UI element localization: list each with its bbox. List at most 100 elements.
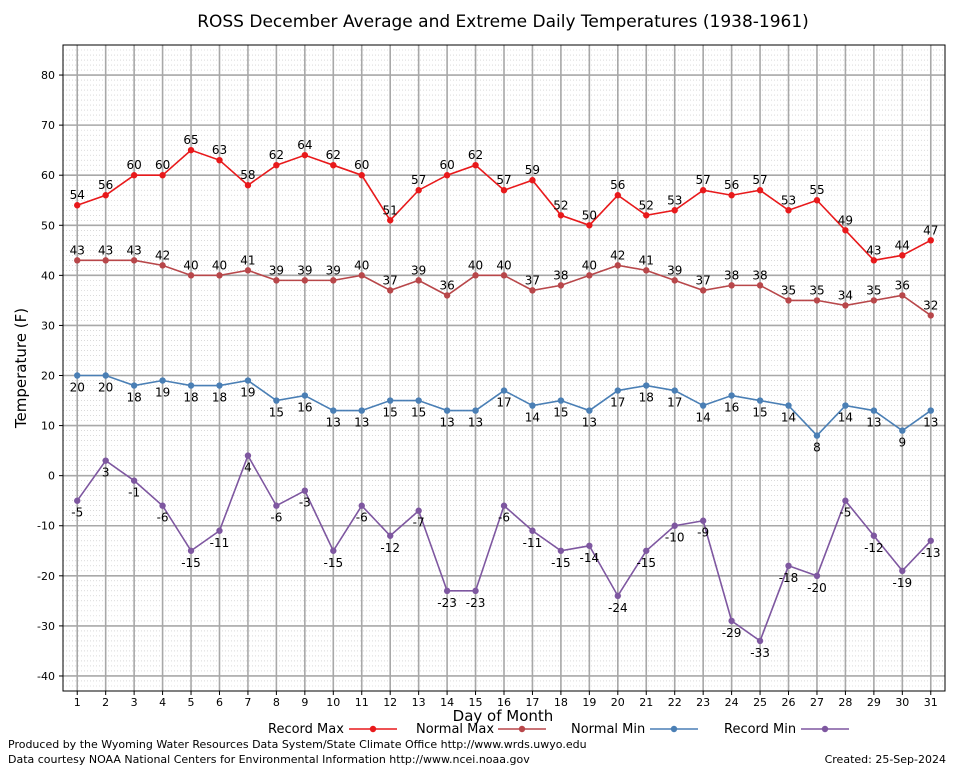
x-tick-label: 7: [244, 696, 251, 709]
data-label: -23: [437, 596, 457, 610]
data-label: -11: [523, 536, 543, 550]
data-label: 37: [383, 273, 398, 287]
legend-label: Record Min: [724, 722, 796, 737]
data-label: 53: [667, 193, 682, 207]
data-point: [785, 207, 792, 214]
y-tick-label: -10: [37, 520, 55, 533]
data-label: 38: [553, 268, 568, 282]
data-point: [102, 372, 109, 379]
data-label: 14: [838, 411, 853, 425]
y-tick-label: -30: [37, 620, 55, 633]
data-label: -12: [380, 541, 400, 555]
data-label: 56: [98, 178, 113, 192]
data-label: 40: [354, 258, 369, 272]
data-point: [728, 617, 735, 625]
data-point: [330, 277, 337, 284]
data-point: [415, 277, 422, 284]
legend: Record Max Normal Max Normal Min Record Min: [268, 722, 849, 737]
data-point: [557, 212, 565, 219]
data-point: [557, 397, 565, 404]
legend-item: Normal Min: [571, 722, 698, 737]
data-label: -6: [356, 511, 368, 525]
x-tick-label: 14: [440, 696, 454, 709]
data-label: 18: [183, 391, 198, 405]
data-point: [74, 257, 81, 264]
data-label: -13: [921, 546, 941, 560]
data-label: -9: [697, 526, 709, 540]
data-point: [842, 497, 849, 504]
grid: [63, 44, 945, 692]
x-tick-label: 13: [412, 696, 426, 709]
data-label: 54: [70, 188, 85, 202]
data-point: [358, 407, 365, 414]
data-point: [699, 187, 707, 194]
legend-swatch-marker: [821, 725, 829, 733]
data-label: 40: [582, 258, 597, 272]
data-label: 38: [752, 268, 767, 282]
data-label: 18: [639, 391, 654, 405]
data-label: 51: [383, 203, 398, 217]
x-tick-label: 12: [383, 696, 397, 709]
data-label: 59: [525, 163, 540, 177]
series-normal-max: 43 43 43 42 40 40 41 39 39 39 40 37 39 36 40 40 37 38 40 42…: [70, 243, 938, 319]
footer-data-source: Data courtesy NOAA National Centers for …: [8, 753, 530, 766]
data-label: 13: [866, 416, 881, 430]
x-tick-label: 4: [159, 696, 166, 709]
data-label: 39: [269, 263, 284, 277]
data-point: [330, 161, 337, 169]
series-layer: 54 56 60 60 65 63 58 62 64 62 60 51 57 60 62 57 59 52 50 56…: [70, 133, 941, 660]
legend-label: Record Max: [268, 722, 344, 737]
data-point: [756, 637, 764, 645]
data-label: -6: [157, 511, 169, 525]
data-label: 57: [496, 173, 511, 187]
data-point: [813, 432, 821, 439]
data-label: 56: [610, 178, 625, 192]
x-tick-label: 26: [782, 696, 796, 709]
legend-label: Normal Min: [571, 722, 645, 737]
data-point: [728, 282, 735, 289]
data-point: [472, 587, 479, 595]
data-label: 62: [468, 148, 483, 162]
data-point: [443, 172, 451, 179]
data-label: 57: [752, 173, 767, 187]
data-point: [643, 212, 650, 219]
data-point: [643, 547, 650, 554]
data-point: [244, 377, 252, 384]
data-label: 3: [102, 466, 110, 480]
data-point: [472, 407, 479, 414]
x-tick-label: 11: [355, 696, 369, 709]
data-label: 43: [126, 243, 141, 257]
data-label: 52: [553, 198, 568, 212]
series-record-min: -53-1-6-15-114-6-3-15-6-12-7-23 -23-6-11-…: [71, 452, 941, 660]
data-label: 52: [639, 198, 654, 212]
x-tick-label: 1: [74, 696, 81, 709]
x-tick-label: 16: [497, 696, 511, 709]
data-point: [813, 297, 821, 304]
data-label: 4: [244, 461, 252, 475]
data-label: 13: [923, 416, 938, 430]
data-label: -29: [722, 626, 742, 640]
data-label: 13: [468, 416, 483, 430]
x-tick-label: 22: [668, 696, 682, 709]
data-point: [130, 172, 138, 179]
data-label: 40: [183, 258, 198, 272]
data-label: 57: [696, 173, 711, 187]
y-axis: -40 -30 -20 -10 0 10 20 30 40 50 60 70 80: [37, 69, 63, 683]
data-point: [273, 397, 280, 404]
data-label: -23: [466, 596, 486, 610]
x-tick-label: 25: [753, 696, 767, 709]
data-point: [244, 182, 252, 189]
data-label: -14: [580, 551, 600, 565]
data-point: [415, 397, 422, 404]
data-point: [130, 382, 138, 389]
data-point: [159, 172, 166, 179]
data-point: [586, 542, 593, 549]
x-tick-label: 27: [810, 696, 824, 709]
data-point: [756, 282, 764, 289]
x-tick-label: 24: [725, 696, 739, 709]
data-label: -24: [608, 601, 628, 615]
data-point: [301, 392, 309, 399]
data-point: [187, 146, 195, 154]
data-point: [301, 151, 309, 159]
